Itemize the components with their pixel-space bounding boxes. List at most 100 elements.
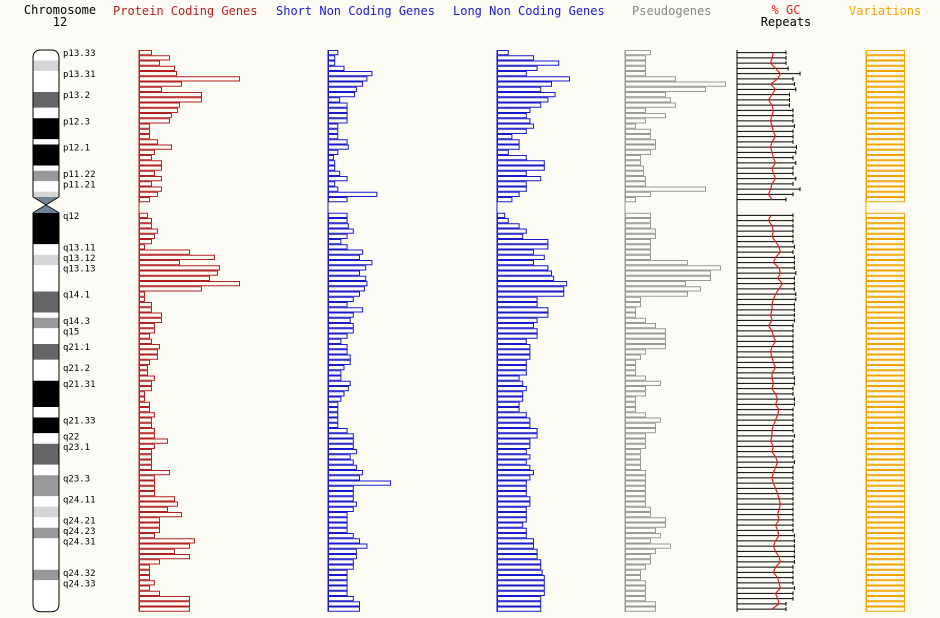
bar: [497, 554, 538, 560]
bar: [497, 564, 542, 570]
bar: [625, 317, 646, 323]
bar: [866, 459, 905, 465]
bar: [625, 50, 651, 56]
bar: [625, 538, 651, 544]
bar: [866, 569, 905, 575]
bar: [497, 291, 565, 297]
bar: [328, 270, 360, 276]
bar: [497, 543, 534, 549]
bar: [328, 118, 348, 124]
bar: [625, 134, 651, 140]
bar: [139, 412, 155, 418]
bar: [139, 281, 240, 287]
bar: [866, 590, 905, 596]
bar: [139, 291, 145, 297]
bar: [625, 606, 656, 612]
bar: [139, 323, 155, 329]
bar: [139, 443, 155, 449]
bar: [497, 270, 552, 276]
bar: [497, 396, 524, 402]
bar: [497, 522, 524, 528]
bar: [625, 449, 641, 455]
bar: [497, 128, 527, 134]
bar: [866, 275, 905, 281]
bar: [328, 260, 373, 266]
bar: [625, 233, 656, 239]
bar: [139, 501, 178, 507]
bar: [328, 480, 391, 486]
bar: [625, 365, 636, 371]
bar: [139, 464, 152, 470]
bar: [497, 249, 534, 255]
bar: [328, 375, 342, 381]
chromosome-band: [33, 275, 59, 292]
bar: [328, 249, 364, 255]
band-label: q15: [63, 327, 79, 337]
bar: [497, 323, 534, 329]
bar: [328, 422, 339, 428]
chromosome-band: [33, 139, 59, 145]
bar: [497, 349, 531, 355]
bar: [625, 396, 636, 402]
bar: [625, 517, 666, 523]
gc-line: [767, 52, 784, 610]
bar: [139, 512, 182, 518]
bar: [328, 155, 334, 161]
bar: [866, 391, 905, 397]
band-label: q23.1: [63, 443, 90, 453]
bar: [328, 438, 354, 444]
bar: [139, 590, 160, 596]
bar: [328, 81, 364, 87]
bar: [328, 286, 365, 292]
bar: [497, 601, 542, 607]
chromosome-band: [33, 317, 59, 329]
bar: [497, 412, 527, 418]
bar: [139, 596, 190, 602]
bar: [139, 433, 155, 439]
bar: [625, 160, 641, 166]
bar: [866, 81, 905, 87]
bar: [866, 575, 905, 581]
bar: [625, 596, 646, 602]
bar: [497, 186, 527, 192]
bar: [328, 485, 354, 491]
bar: [139, 170, 155, 176]
bar: [139, 191, 158, 197]
bar: [497, 134, 513, 140]
bar: [139, 328, 155, 334]
bar: [328, 76, 368, 82]
bar: [139, 113, 172, 119]
bar: [139, 212, 148, 218]
header-repeats: Repeats: [760, 15, 812, 29]
chromosome-band: [33, 244, 59, 255]
bar: [866, 312, 905, 318]
bar: [328, 590, 348, 596]
bar: [866, 97, 905, 103]
bar: [328, 113, 348, 119]
bar: [328, 128, 339, 134]
bar: [625, 470, 646, 476]
header-gc: % GC: [771, 3, 801, 17]
bar: [497, 118, 531, 124]
track-gc: [767, 52, 784, 610]
bar: [497, 386, 527, 392]
tracks: [138, 50, 905, 612]
bar: [328, 475, 360, 481]
bar: [328, 386, 349, 392]
bar: [866, 401, 905, 407]
band-label: q14.3: [63, 317, 90, 327]
bar: [139, 459, 152, 465]
bar: [139, 386, 152, 392]
bar: [625, 296, 641, 302]
bar: [497, 181, 527, 187]
bar: [139, 134, 150, 140]
bar: [139, 86, 162, 92]
bar: [497, 449, 527, 455]
bar: [139, 50, 152, 56]
bar: [328, 317, 351, 323]
bar: [866, 548, 905, 554]
bar: [866, 113, 905, 119]
bar: [139, 401, 150, 407]
bar: [139, 338, 152, 344]
bar: [328, 254, 360, 260]
